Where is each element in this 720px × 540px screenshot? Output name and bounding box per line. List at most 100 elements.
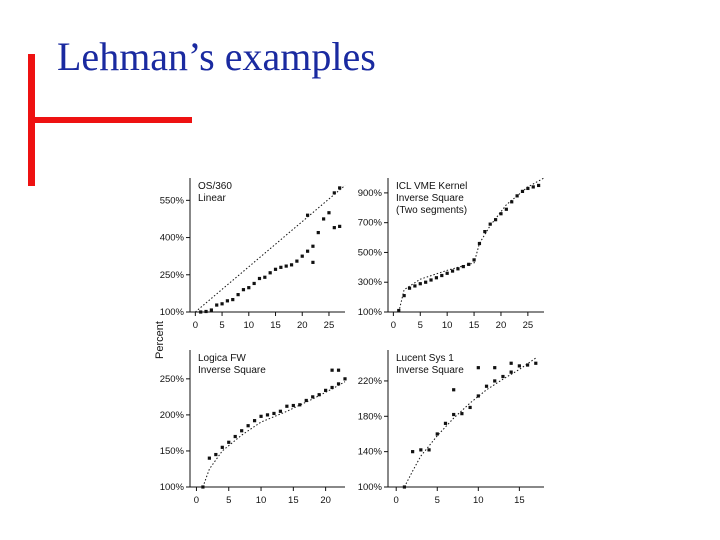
data-point — [304, 398, 308, 403]
data-point — [227, 440, 231, 444]
data-point — [424, 280, 428, 284]
x-tick-label: 10 — [442, 320, 453, 331]
data-point — [509, 361, 513, 365]
data-point — [467, 262, 471, 266]
data-point — [330, 368, 334, 372]
data-point — [452, 388, 456, 392]
data-point — [204, 309, 208, 314]
data-point — [504, 207, 508, 211]
x-tick-label: 0 — [391, 320, 396, 331]
data-point — [476, 394, 480, 398]
data-point — [279, 265, 283, 269]
data-point — [327, 211, 331, 215]
data-point — [305, 249, 310, 253]
data-point — [531, 185, 535, 189]
data-point — [472, 258, 476, 262]
data-point — [241, 288, 246, 292]
data-point — [300, 254, 304, 258]
data-point — [509, 370, 513, 374]
data-point — [252, 419, 257, 423]
data-point — [214, 452, 218, 457]
data-point — [338, 224, 342, 228]
data-point — [537, 183, 541, 188]
x-tick-label: 15 — [469, 320, 480, 331]
data-point — [263, 275, 267, 279]
data-point — [418, 282, 422, 286]
data-point — [285, 404, 289, 408]
data-point — [336, 382, 341, 386]
data-point — [429, 278, 433, 282]
data-point — [517, 364, 521, 368]
data-point — [207, 456, 211, 460]
fit-curve — [194, 185, 346, 313]
data-point — [209, 308, 213, 312]
data-point — [246, 424, 250, 428]
data-point — [488, 222, 492, 226]
slide-title: Lehman’s examples — [57, 34, 376, 79]
x-tick-label: 5 — [226, 495, 231, 506]
data-point — [515, 194, 519, 198]
data-point — [493, 366, 497, 370]
x-tick-label: 15 — [514, 495, 525, 506]
data-point — [268, 271, 272, 275]
data-point — [332, 226, 336, 230]
data-point — [215, 303, 219, 307]
data-point — [231, 297, 235, 302]
data-point — [520, 189, 525, 193]
data-point — [316, 230, 320, 235]
data-point — [291, 403, 295, 408]
y-tick-label: 300% — [358, 277, 383, 288]
data-point — [278, 409, 283, 413]
data-point — [252, 281, 256, 286]
y-tick-label: 150% — [160, 446, 185, 457]
data-point — [247, 286, 251, 290]
data-point — [257, 276, 262, 281]
data-point — [501, 374, 505, 379]
data-point — [468, 405, 472, 410]
data-point — [440, 273, 444, 278]
x-tick-label: 20 — [496, 320, 507, 331]
data-point — [273, 267, 278, 271]
data-point — [477, 241, 482, 246]
data-point — [317, 393, 321, 397]
data-point — [338, 186, 342, 190]
y-tick-label: 180% — [358, 411, 383, 422]
y-tick-label: 700% — [358, 218, 383, 229]
data-point — [456, 267, 460, 271]
fit-curve — [403, 357, 537, 488]
data-point — [298, 403, 302, 407]
x-tick-label: 0 — [394, 495, 399, 506]
data-point — [460, 412, 464, 416]
data-point — [199, 310, 203, 314]
data-point — [311, 260, 315, 264]
y-tick-label: 250% — [160, 270, 185, 281]
data-point — [332, 191, 336, 195]
x-tick-label: 10 — [473, 495, 484, 506]
data-point — [259, 414, 263, 418]
data-point — [534, 361, 538, 365]
y-tick-label: 500% — [358, 247, 383, 258]
y-tick-label: 220% — [358, 376, 383, 387]
data-point — [397, 308, 401, 313]
x-tick-label: 15 — [288, 495, 299, 506]
data-point — [311, 395, 315, 399]
chart-panel-1: 0 5 10 15 20 25 100% 250% 400% 550% OS/360 Linear — [160, 178, 346, 331]
data-point — [434, 276, 439, 280]
data-point — [305, 213, 310, 217]
chart-title: Lucent Sys 1 Inverse Square — [396, 353, 464, 376]
data-point — [413, 284, 417, 288]
data-point — [265, 413, 270, 417]
chart-title: OS/360 Linear — [198, 181, 232, 204]
data-point — [427, 448, 431, 452]
data-point — [510, 200, 514, 204]
x-tick-label: 20 — [320, 495, 331, 506]
data-point — [220, 302, 224, 306]
data-point — [443, 421, 448, 425]
data-point — [343, 377, 347, 381]
y-tick-label: 100% — [358, 482, 383, 493]
chart-title: Logica FW Inverse Square — [198, 353, 266, 376]
data-point — [220, 445, 224, 449]
x-tick-label: 5 — [219, 320, 224, 331]
x-tick-label: 0 — [193, 320, 198, 331]
